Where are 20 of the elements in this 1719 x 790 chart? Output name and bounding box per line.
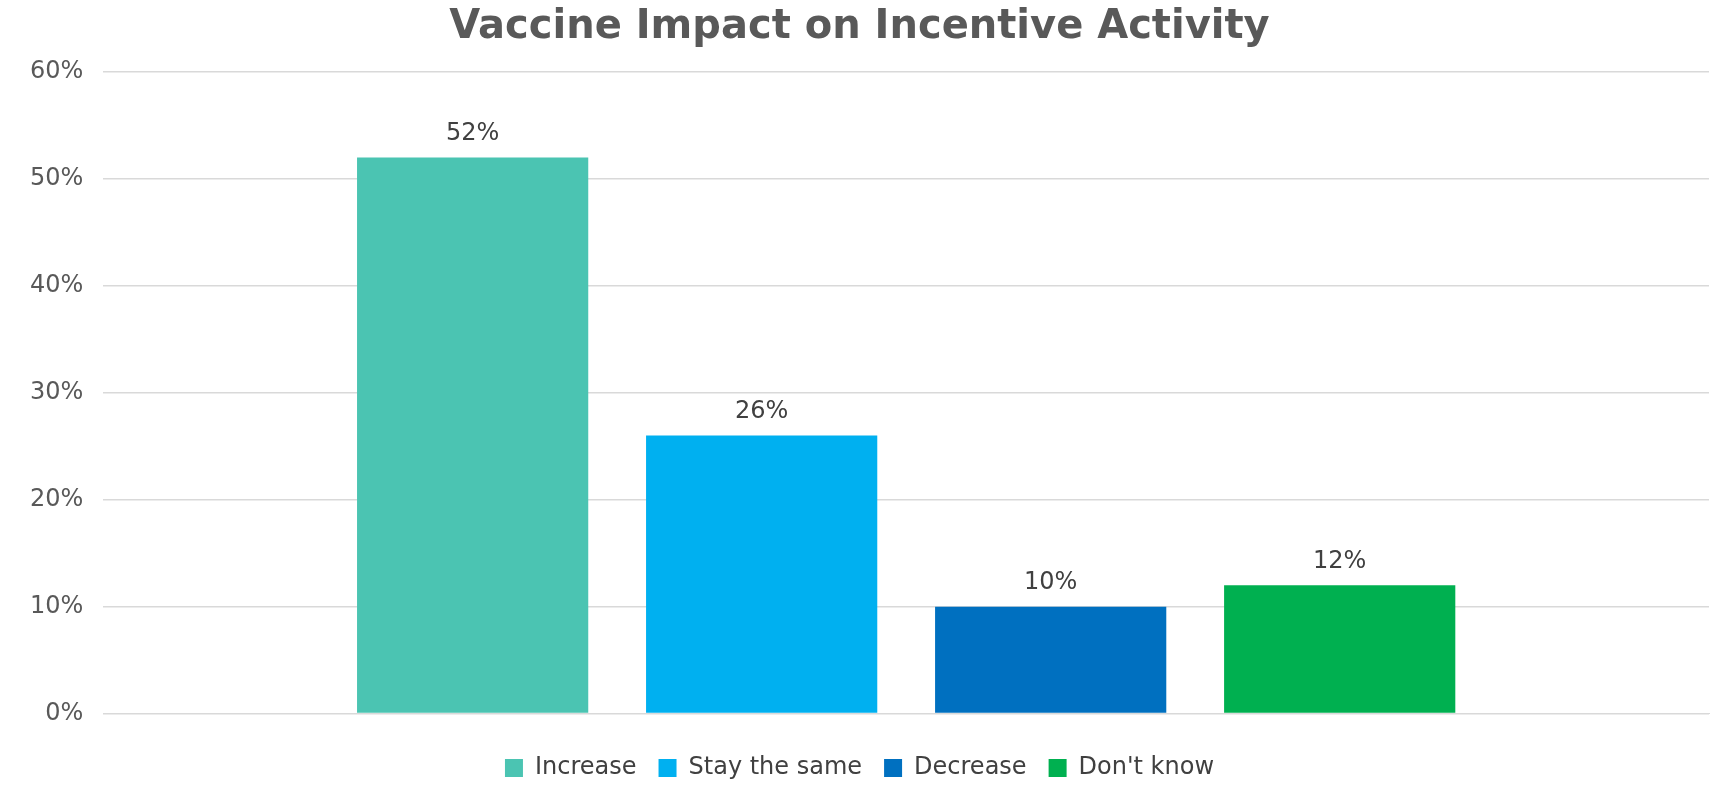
legend-label: Stay the same [688,752,863,781]
legend-label: Decrease [914,752,1027,781]
bar [357,157,589,713]
data-label: 52% [445,117,500,146]
bar [935,606,1167,713]
y-tick-label: 50% [30,163,84,192]
y-tick-label: 0% [45,697,84,726]
data-label: 12% [1313,545,1367,574]
bar [1224,585,1456,713]
chart-title: Vaccine Impact on Incentive Activity [449,1,1270,48]
y-tick-label: 30% [30,377,84,406]
y-tick-label: 60% [30,56,84,85]
bar [646,435,878,713]
legend-label: Increase [534,752,637,781]
y-tick-label: 20% [30,483,84,512]
data-label: 26% [734,395,789,424]
data-label: 10% [1024,566,1078,595]
y-tick-label: 10% [30,590,84,619]
legend-label: Don't know [1078,752,1215,781]
y-tick-label: 40% [30,270,84,299]
